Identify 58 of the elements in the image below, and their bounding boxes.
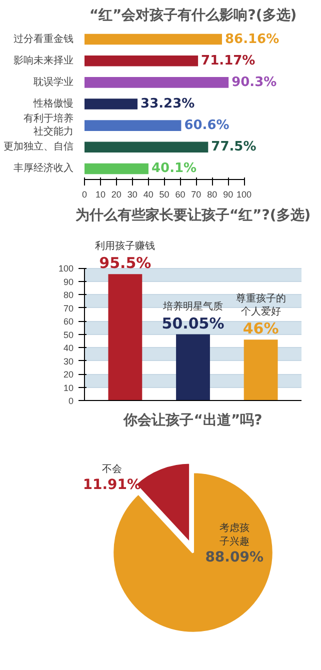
x-tick-label: 50 [159, 190, 170, 200]
chart-title: “红”会对孩子有什么影响?(多选) [89, 6, 297, 24]
x-tick-label: 培养明星气质 [162, 300, 223, 312]
x-tick-label: 30 [127, 190, 138, 200]
data-label: 11.91% [82, 477, 142, 494]
x-tick-label: 利用孩子赚钱 [95, 240, 156, 252]
chart-title: 为什么有些家长要让孩子“红”?(多选) [75, 206, 311, 224]
y-tick-label: 40 [63, 343, 74, 354]
data-label: 77.5% [211, 140, 256, 155]
y-tick-label: 100 [58, 264, 74, 274]
slice-label: 考虑孩子兴趣 [219, 522, 250, 548]
y-tick-label: 20 [63, 370, 74, 380]
bar [84, 98, 138, 110]
data-label: 88.09% [205, 549, 264, 566]
data-label: 86.16% [224, 32, 280, 47]
y-tick-label: 80 [63, 290, 74, 300]
bar [84, 120, 182, 131]
bar [84, 55, 198, 66]
data-label: 90.3% [232, 74, 277, 90]
chart-title: 你会让孩子“出道”吗? [122, 412, 262, 428]
bar [244, 340, 278, 400]
y-tick-label: 30 [63, 356, 74, 366]
y-tick-label: 过分看重金钱 [14, 32, 74, 45]
x-tick-label: 20 [111, 190, 122, 200]
y-tick-label: 90 [63, 276, 74, 287]
bar [176, 334, 210, 400]
y-tick-label: 性格傲慢 [32, 98, 74, 110]
data-label: 50.05% [162, 314, 224, 332]
bar [84, 163, 148, 174]
data-label: 46% [242, 320, 279, 338]
x-tick-label: 70 [191, 190, 202, 200]
x-tick-label: 0 [82, 190, 88, 200]
slice-label: 不会 [102, 463, 122, 476]
bar [84, 34, 222, 45]
bar [108, 274, 142, 400]
data-label: 40.1% [151, 161, 197, 176]
y-tick-label: 有利于培养社交能力 [24, 112, 74, 138]
y-tick-label: 60 [63, 316, 74, 327]
x-tick-label: 10 [95, 190, 106, 200]
y-tick-label: 10 [63, 382, 74, 393]
data-label: 33.23% [140, 96, 195, 112]
y-tick-label: 50 [63, 330, 74, 340]
bar [84, 77, 229, 88]
x-tick-label: 80 [207, 190, 218, 200]
y-tick-label: 影响未来择业 [14, 54, 74, 66]
y-tick-label: 更加独立、自信 [4, 140, 74, 153]
data-label: 95.5% [99, 254, 152, 272]
x-tick-label: 60 [175, 190, 186, 200]
x-tick-label: 100 [236, 190, 252, 200]
x-tick-label: 40 [143, 190, 154, 200]
x-tick-label: 90 [223, 190, 234, 200]
y-tick-label: 丰厚经济收入 [14, 162, 74, 174]
y-tick-label: 0 [68, 396, 74, 406]
bar [84, 142, 208, 153]
data-label: 60.6% [184, 118, 230, 134]
data-label: 71.17% [201, 53, 256, 68]
x-tick-label: 尊重孩子的个人爱好 [236, 292, 286, 318]
y-tick-label: 耽误学业 [34, 76, 74, 88]
